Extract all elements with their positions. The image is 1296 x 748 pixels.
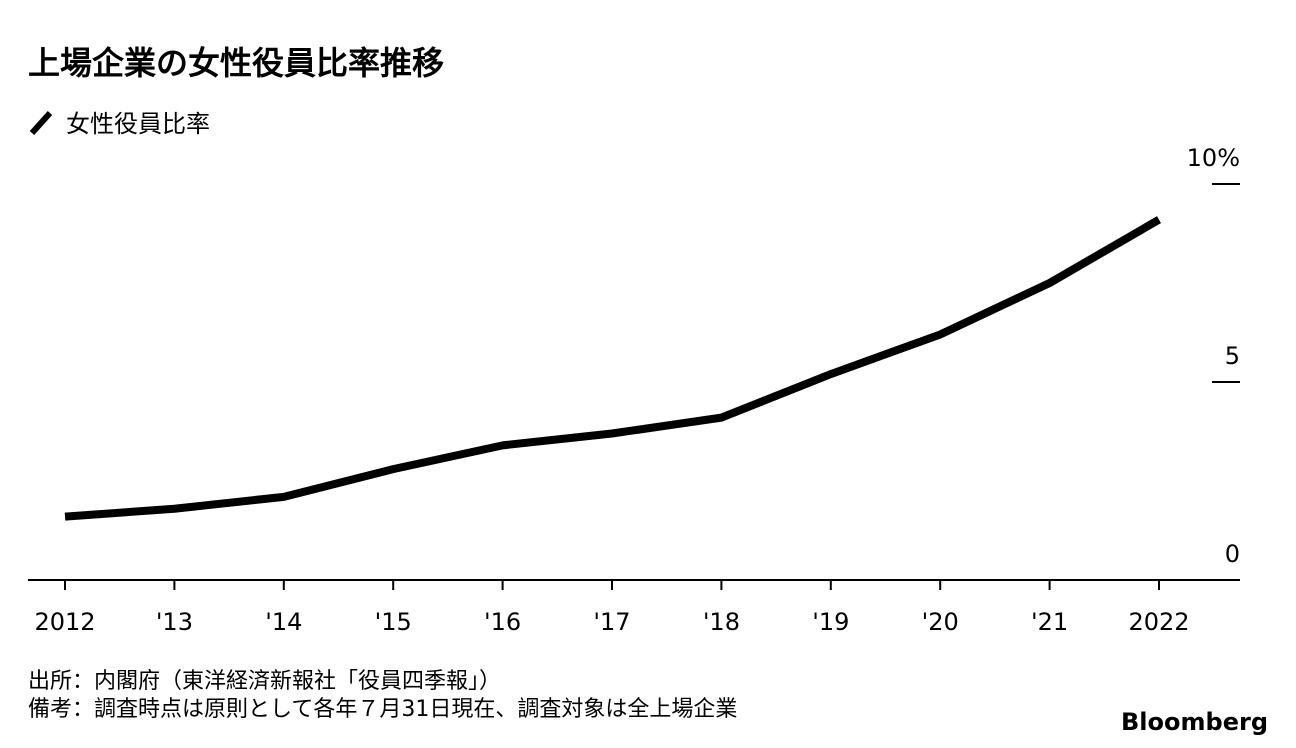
x-tick-label: 2012: [34, 608, 95, 636]
legend-label: 女性役員比率: [66, 110, 210, 138]
x-tick-label: '19: [812, 608, 849, 636]
y-tick-label: 0: [1225, 540, 1240, 568]
source-logo: Bloomberg: [1121, 708, 1268, 736]
y-tick-label: 10%: [1187, 144, 1240, 172]
data-line: [64, 216, 1162, 521]
x-tick-label: '16: [484, 608, 521, 636]
x-tick-label: '21: [1031, 608, 1068, 636]
x-tick-label: '15: [375, 608, 412, 636]
x-tick-label: '14: [265, 608, 302, 636]
x-tick-label: '17: [593, 608, 630, 636]
y-tick-label: 5: [1225, 342, 1240, 370]
legend-swatch: [29, 110, 53, 136]
x-tick-label: '20: [922, 608, 959, 636]
note: 出所：内閣府（東洋経済新報社「役員四季報」）: [28, 669, 501, 694]
x-tick-label: '18: [703, 608, 740, 636]
chart-title: 上場企業の女性役員比率推移: [28, 44, 444, 82]
x-tick-label: '13: [156, 608, 193, 636]
note: 備考：調査時点は原則として各年７月31日現在、調査対象は全上場企業: [28, 697, 737, 722]
x-tick-label: 2022: [1128, 608, 1189, 636]
